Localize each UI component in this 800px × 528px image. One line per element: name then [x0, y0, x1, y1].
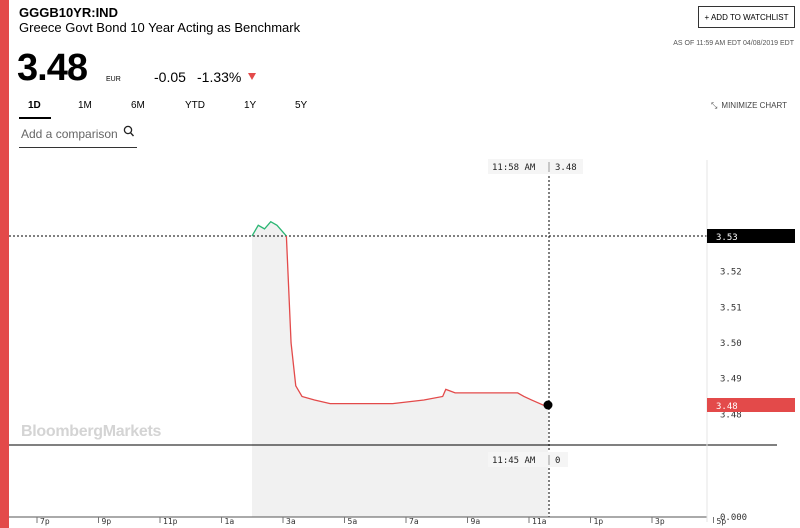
minimize-label: MINIMIZE CHART	[721, 101, 788, 110]
y-tick-label: 3.48	[720, 410, 742, 420]
previous-close-box	[707, 229, 795, 243]
tab-5y[interactable]: 5Y	[295, 100, 308, 111]
x-tick-label: 7p	[40, 517, 50, 526]
price-series-line	[285, 235, 549, 408]
active-tab-underline	[19, 117, 51, 119]
last-price: 3.48	[17, 47, 88, 89]
y-tick-label: 3.49	[720, 375, 742, 385]
comparison-search[interactable]: Add a comparison	[19, 125, 137, 148]
accent-bar	[0, 0, 9, 528]
y-tick-label: 3.52	[720, 268, 742, 278]
price-change-percent: -1.33%	[197, 69, 242, 85]
x-tick-label: 3p	[655, 517, 665, 526]
comparison-placeholder: Add a comparison	[21, 127, 118, 141]
x-tick-label: 11a	[532, 517, 547, 526]
volume-value: 0	[555, 456, 560, 466]
volume-axis-label: 0.000	[720, 513, 747, 523]
bloomberg-watermark: BloombergMarkets	[21, 423, 162, 440]
x-tick-label: 9p	[102, 517, 112, 526]
security-name: Greece Govt Bond 10 Year Acting as Bench…	[19, 20, 301, 35]
down-arrow-icon	[248, 73, 256, 80]
last-price-box	[707, 398, 795, 412]
x-tick-label: 11p	[163, 517, 178, 526]
x-tick-label: 9a	[471, 517, 481, 526]
crosshair-time-box	[488, 159, 583, 174]
tab-1y[interactable]: 1Y	[244, 100, 257, 111]
x-tick-label: 7a	[409, 517, 419, 526]
currency-label: EUR	[106, 76, 121, 83]
search-icon	[123, 125, 135, 137]
as-of-timestamp: AS OF 11:59 AM EDT 04/08/2019 EDT	[673, 40, 794, 47]
y-tick-label: 3.50	[720, 339, 742, 349]
last-price-label: 3.48	[716, 402, 738, 412]
price-series-line	[251, 220, 287, 237]
x-tick-label: 3a	[286, 517, 296, 526]
ticker-symbol: GGGB10YR:IND	[19, 5, 118, 20]
previous-close-label: 3.53	[716, 233, 738, 243]
add-to-watchlist-button[interactable]: + ADD TO WATCHLIST	[698, 6, 795, 28]
crosshair-value: 3.48	[555, 163, 577, 173]
last-point-marker	[543, 400, 553, 410]
tab-1m[interactable]: 1M	[78, 100, 92, 111]
tab-6m[interactable]: 6M	[131, 100, 145, 111]
x-tick-label: 1a	[225, 517, 235, 526]
tab-ytd[interactable]: YTD	[185, 100, 205, 111]
tab-1d[interactable]: 1D	[28, 100, 41, 111]
x-tick-label: 5a	[348, 517, 358, 526]
x-tick-label: 1p	[594, 517, 604, 526]
x-tick-label: 5p	[717, 517, 727, 526]
minimize-chart-button[interactable]: ⤡ MINIMIZE CHART	[711, 101, 787, 111]
chart-area	[252, 221, 548, 517]
volume-time-box	[488, 452, 568, 467]
crosshair-time: 11:58 AM	[492, 163, 536, 173]
minimize-icon: ⤡	[711, 101, 718, 110]
price-change: -0.05	[154, 69, 186, 85]
y-tick-label: 3.51	[720, 303, 742, 313]
volume-time: 11:45 AM	[492, 456, 536, 466]
